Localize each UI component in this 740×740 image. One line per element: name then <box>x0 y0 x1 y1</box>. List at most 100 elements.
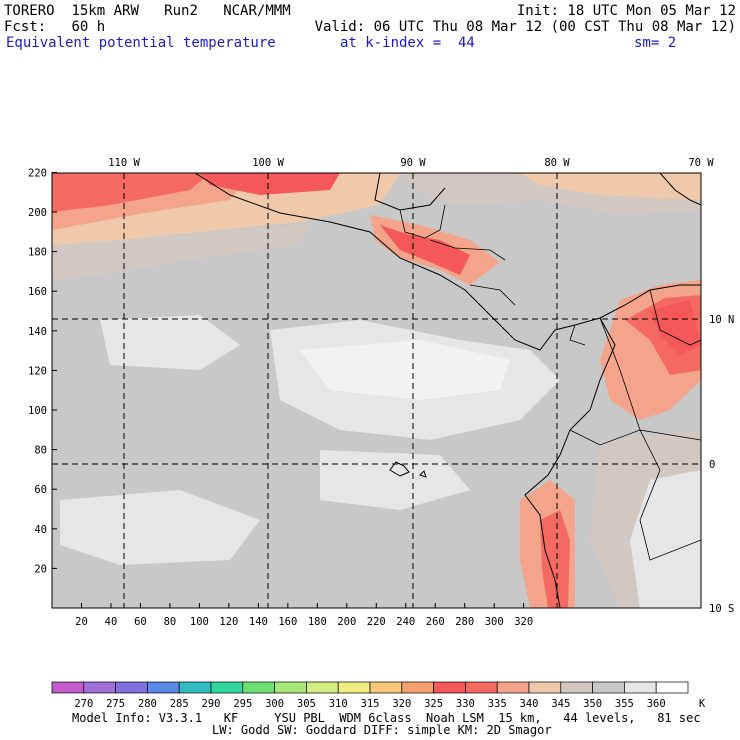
island-galapagos <box>389 461 410 477</box>
border-ecuador <box>569 429 641 446</box>
forecast-hour: Fcst: 60 h <box>4 19 105 35</box>
shading-warm-caribbean <box>520 173 701 200</box>
x-tick-label: 100 <box>190 616 209 628</box>
y-tick-label: 80 <box>34 445 47 457</box>
field-name: Equivalent potential temperature <box>6 35 276 51</box>
border-colombia <box>599 317 701 441</box>
colorbar-label: 325 <box>424 698 443 710</box>
colorbar-label: 305 <box>297 698 316 710</box>
border-venezuela <box>649 289 701 346</box>
colorbar-swatch <box>306 681 339 694</box>
x-tick-label: 80 <box>164 616 177 628</box>
colorbar: 270 275 280 285 290 295 300 305 310 315 320 325 330 3… <box>51 681 706 710</box>
longitude-label: 110 W <box>108 157 140 169</box>
x-tick-label: 20 <box>75 616 88 628</box>
shading-tan-band <box>52 225 310 280</box>
colorbar-swatch <box>433 681 466 694</box>
shading-light-ocean-5 <box>320 450 470 510</box>
borders <box>399 204 701 561</box>
colorbar-label: 295 <box>233 698 252 710</box>
y-tick-label: 120 <box>28 365 47 377</box>
colorbar-swatch <box>528 681 562 694</box>
y-tick-label: 140 <box>28 326 47 338</box>
colorbar-swatch <box>115 681 148 694</box>
colorbar-swatch <box>337 681 371 694</box>
colorbar-swatch <box>178 681 212 694</box>
fcst-value: 60 h <box>71 19 106 35</box>
y-tick-label: 180 <box>28 247 47 259</box>
colorbar-swatch <box>210 681 244 694</box>
x-tick-label: 300 <box>485 616 504 628</box>
shading-light-ocean-2 <box>300 340 510 400</box>
smoothing: sm= 2 <box>634 35 677 51</box>
coastline-hispaniola <box>659 173 701 206</box>
axis-labels: 20 40 60 80 100 120 140 160 180 200 220 20 40 60 80 100… <box>28 157 734 628</box>
gridlines <box>52 173 701 608</box>
longitude-label: 70 W <box>688 157 714 169</box>
x-tick-label: 260 <box>426 616 445 628</box>
island-galapagos-small <box>419 470 427 478</box>
colorbar-label: 320 <box>392 698 411 710</box>
model-info-line: Model Info: V3.3.1 KF YSU PBL WDM 6class… <box>72 711 701 725</box>
colorbar-label: 330 <box>456 698 475 710</box>
x-tick-label: 120 <box>219 616 238 628</box>
model-resolution: 15km ARW <box>71 3 139 19</box>
init-time: Init: 18 UTC Mon 05 Mar 12 <box>516 3 736 19</box>
colorbar-swatch <box>242 681 275 694</box>
colorbar-label: 275 <box>106 698 125 710</box>
colorbar-swatch <box>592 681 625 694</box>
colorbar-label: 340 <box>520 698 539 710</box>
valid-time: Valid: 06 UTC Thu 08 Mar 12 (00 CST Thu … <box>314 19 736 35</box>
shading-deepred-east <box>650 300 701 355</box>
colorbar-unit: K <box>699 698 706 710</box>
x-tick-label: 240 <box>396 616 415 628</box>
border-panama <box>569 324 586 346</box>
run-label: Run2 <box>164 3 198 19</box>
border-peru-brazil <box>639 429 701 561</box>
model-name: TORERO <box>4 3 55 19</box>
org-label: NCAR/MMM <box>223 3 291 19</box>
longitude-label: 100 W <box>252 157 284 169</box>
latitude-label: 10 S <box>709 603 734 615</box>
colorbar-label: 300 <box>265 698 284 710</box>
axis-ticks <box>52 171 525 608</box>
shading-red-ca <box>380 225 470 275</box>
x-tick-label: 200 <box>337 616 356 628</box>
colorbar-label: 355 <box>615 698 634 710</box>
y-tick-label: 40 <box>34 524 47 536</box>
y-tick-label: 200 <box>28 207 47 219</box>
x-tick-label: 140 <box>249 616 268 628</box>
y-tick-label: 60 <box>34 484 47 496</box>
border-nicaragua <box>469 284 516 306</box>
colorbar-swatch <box>51 681 85 694</box>
colorbar-swatch <box>83 681 116 694</box>
shading-red-peru <box>540 510 570 608</box>
x-tick-label: 220 <box>367 616 386 628</box>
coastline-pacific-central-america <box>194 173 601 351</box>
colorbar-label: 350 <box>583 698 602 710</box>
y-tick-label: 160 <box>28 286 47 298</box>
colorbar-label: 345 <box>551 698 570 710</box>
border-honduras <box>429 239 506 261</box>
latitude-label: 10 N <box>709 314 734 326</box>
x-tick-label: 60 <box>134 616 147 628</box>
colorbar-label: 315 <box>361 698 380 710</box>
map-plot-area <box>52 173 701 608</box>
colorbar-swatch <box>369 681 403 694</box>
colorbar-label: 360 <box>647 698 666 710</box>
longitude-label: 80 W <box>544 157 570 169</box>
header-line-1: TORERO 15km ARW Run2 NCAR/MMM <box>4 3 291 19</box>
colorbar-label: 270 <box>74 698 93 710</box>
colorbar-swatch <box>401 681 434 694</box>
colorbar-label: 285 <box>170 698 189 710</box>
colorbar-swatch <box>465 681 498 694</box>
coastline-south-america-west <box>524 317 616 608</box>
colorbar-swatch <box>560 681 593 694</box>
colorbar-swatch <box>655 681 689 694</box>
colorbar-swatch <box>496 681 530 694</box>
colorbar-swatch <box>147 681 180 694</box>
k-index: at k-index = 44 <box>340 35 475 51</box>
longitude-label: 90 W <box>400 157 426 169</box>
latitude-label: 0 <box>709 459 715 471</box>
